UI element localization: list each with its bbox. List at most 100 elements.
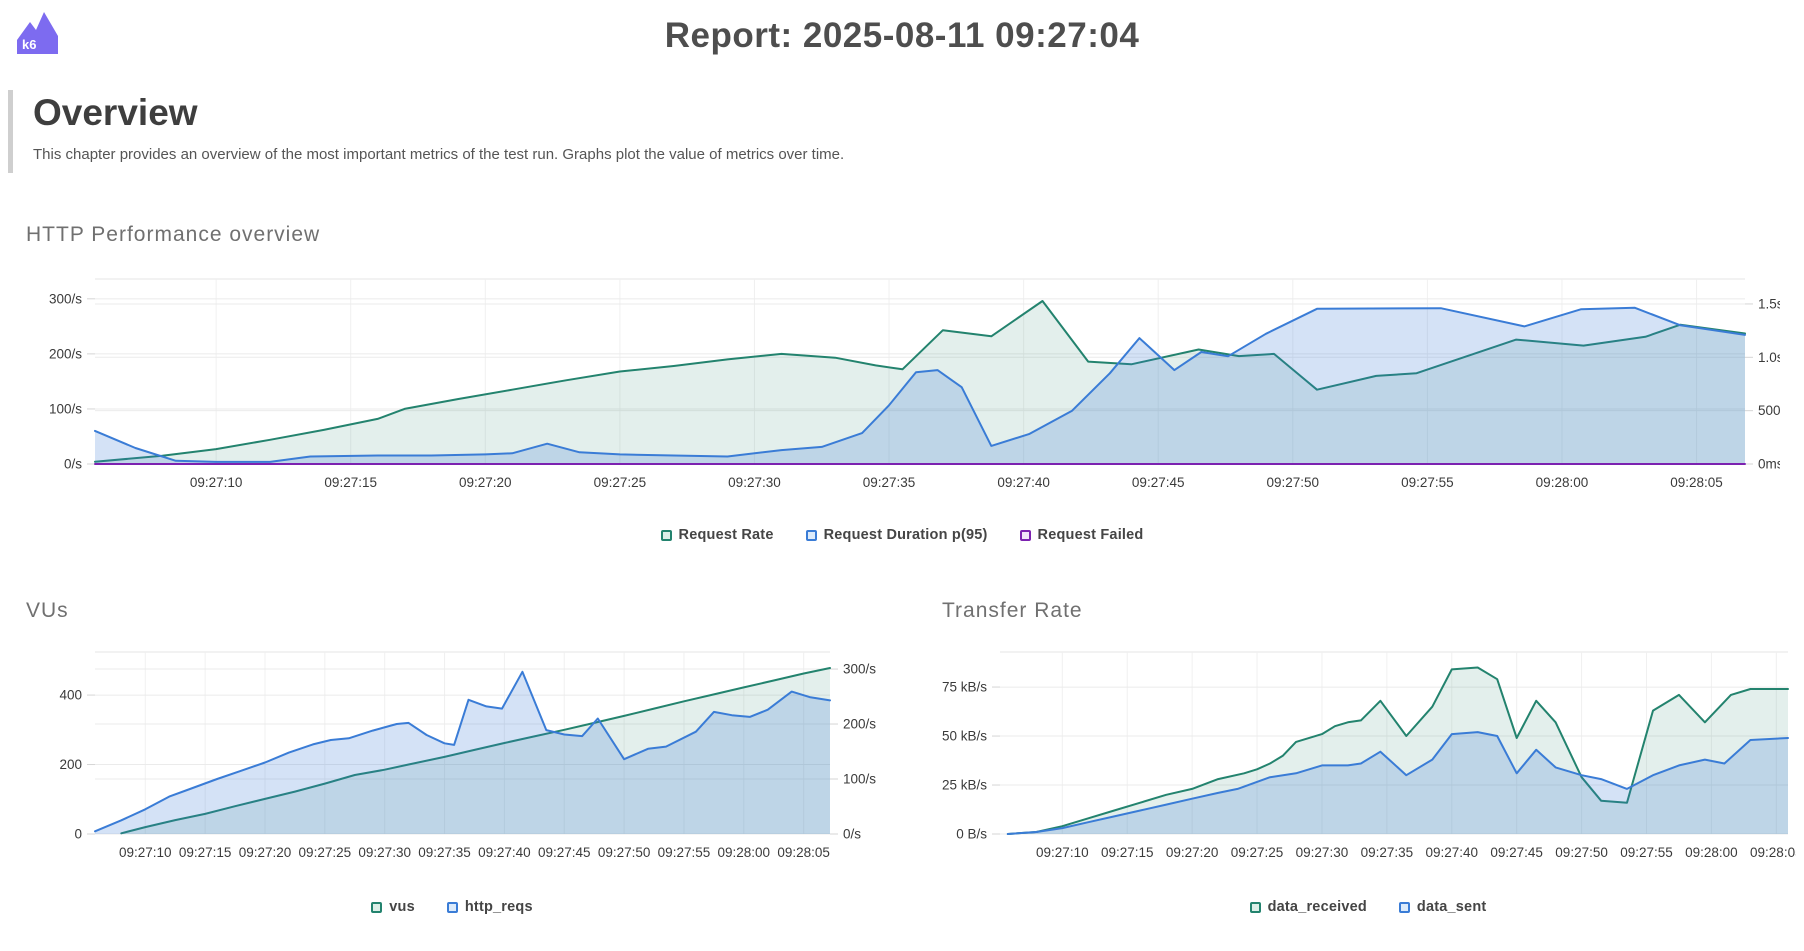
http-performance-legend: Request Rate Request Duration p(95) Reques… xyxy=(24,527,1780,543)
x-axis-tick-label: 09:27:15 xyxy=(324,475,377,490)
request-rate-area xyxy=(95,301,1745,464)
http-performance-plot[interactable]: 09:27:10 09:27:15 09:27:20 09:27:25 09:27:30… xyxy=(24,261,1780,511)
x-axis-tick-label: 09:27:30 xyxy=(358,845,411,860)
chart-title-vus: VUs xyxy=(26,599,69,622)
k6-logo: k6 xyxy=(17,12,58,54)
overview-heading: Overview xyxy=(33,92,198,133)
http-performance-svg: 09:27:10 09:27:15 09:27:20 09:27:25 09:27:30… xyxy=(49,278,1780,490)
chart-title-transfer-rate: Transfer Rate xyxy=(942,599,1083,622)
legend-item-http-reqs[interactable]: http_reqs xyxy=(446,899,533,915)
right-axis-tick-label: 300/s xyxy=(843,662,876,677)
data-sent-area xyxy=(1007,732,1788,834)
x-axis-tick-label: 09:27:45 xyxy=(1490,845,1543,860)
legend-item-data-received[interactable]: data_received xyxy=(1249,899,1367,915)
legend-label: Request Failed xyxy=(1037,527,1144,543)
legend-swatch-icon xyxy=(660,529,672,541)
right-axis-tick-label: 100/s xyxy=(843,772,876,787)
k6-logo-text: k6 xyxy=(22,37,36,52)
left-axis-tick-label: 300/s xyxy=(49,291,82,306)
legend-label: Request Rate xyxy=(678,527,774,543)
overview-description: This chapter provides an overview of the… xyxy=(33,146,845,163)
right-axis-tick-label: 0ms xyxy=(1758,457,1780,472)
right-axis-tick-label: 0/s xyxy=(843,827,861,842)
right-axis-tick-label: 1.0s xyxy=(1758,350,1780,365)
k6-logo-mountain xyxy=(17,12,58,54)
x-axis-tick-label: 09:27:50 xyxy=(1267,475,1320,490)
right-axis-tick-label: 200/s xyxy=(843,717,876,732)
x-axis-tick-label: 09:27:55 xyxy=(1620,845,1673,860)
x-axis-tick-label: 09:27:20 xyxy=(459,475,512,490)
vus-line xyxy=(120,667,831,835)
legend-item-data-sent[interactable]: data_sent xyxy=(1398,899,1487,915)
x-axis-tick-label: 09:27:20 xyxy=(1166,845,1219,860)
x-axis-tick-label: 09:27:35 xyxy=(1361,845,1414,860)
request-rate-line xyxy=(94,300,1746,463)
legend-label: vus xyxy=(389,899,415,915)
x-axis-tick-label: 09:27:40 xyxy=(478,845,531,860)
x-axis-tick-label: 09:27:10 xyxy=(1036,845,1089,860)
x-axis-tick-label: 09:27:35 xyxy=(863,475,916,490)
x-axis-tick-label: 09:27:40 xyxy=(997,475,1050,490)
legend-item-request-duration-p-95[interactable]: Request Duration p(95) xyxy=(805,527,988,543)
left-axis-tick-label: 0 xyxy=(74,827,82,842)
chart-vus: VUs 09:27:10 09:27:15 09:27:20 09:27:25 09:2… xyxy=(24,599,880,915)
chart-http-performance: HTTP Performance overview 09:27:10 09:27:… xyxy=(0,223,1804,543)
bottom-charts-row: VUs 09:27:10 09:27:15 09:27:20 09:27:25 09:2… xyxy=(0,599,1804,915)
right-axis-tick-label: 500ms xyxy=(1758,403,1780,418)
x-axis-tick-label: 09:27:35 xyxy=(418,845,471,860)
transfer-rate-legend: data_received data_sent xyxy=(940,899,1796,915)
legend-swatch-icon xyxy=(1398,901,1410,913)
x-axis-tick-label: 09:27:45 xyxy=(538,845,591,860)
chart-title-http-performance: HTTP Performance overview xyxy=(26,223,321,246)
x-axis-tick-label: 09:27:40 xyxy=(1425,845,1478,860)
x-axis-tick-label: 09:28:00 xyxy=(718,845,771,860)
request-duration-p-95-line xyxy=(94,306,1746,463)
left-axis-tick-label: 25 kB/s xyxy=(942,778,987,793)
x-axis-tick-label: 09:27:25 xyxy=(594,475,647,490)
x-axis-tick-label: 09:28:05 xyxy=(1670,475,1723,490)
http-reqs-line xyxy=(94,670,831,833)
legend-item-request-rate[interactable]: Request Rate xyxy=(660,527,774,543)
overview-section: Overview This chapter provides an overvi… xyxy=(8,90,1804,173)
transfer-rate-svg: 09:27:10 09:27:15 09:27:20 09:27:25 09:27:30… xyxy=(942,651,1796,860)
request-duration-p-95-area xyxy=(95,307,1745,464)
transfer-rate-plot[interactable]: 09:27:10 09:27:15 09:27:20 09:27:25 09:27:30… xyxy=(940,637,1796,883)
left-axis-tick-label: 200 xyxy=(59,757,82,772)
left-axis-tick-label: 75 kB/s xyxy=(942,680,987,695)
vus-legend: vus http_reqs xyxy=(24,899,880,915)
legend-swatch-icon xyxy=(1249,901,1261,913)
x-axis-tick-label: 09:27:30 xyxy=(1296,845,1349,860)
left-axis-tick-label: 50 kB/s xyxy=(942,729,987,744)
legend-label: data_received xyxy=(1267,899,1367,915)
legend-swatch-icon xyxy=(446,901,458,913)
x-axis-tick-label: 09:27:45 xyxy=(1132,475,1185,490)
left-axis-tick-label: 100/s xyxy=(49,401,82,416)
x-axis-tick-label: 09:28:00 xyxy=(1536,475,1589,490)
x-axis-tick-label: 09:27:15 xyxy=(179,845,232,860)
http-reqs-area xyxy=(95,671,830,834)
vus-plot[interactable]: 09:27:10 09:27:15 09:27:20 09:27:25 09:27:30… xyxy=(24,637,880,883)
x-axis-tick-label: 09:27:55 xyxy=(658,845,711,860)
x-axis-tick-label: 09:27:55 xyxy=(1401,475,1454,490)
left-axis-tick-label: 0/s xyxy=(64,457,82,472)
x-axis-tick-label: 09:27:50 xyxy=(1555,845,1608,860)
x-axis-tick-label: 09:27:10 xyxy=(119,845,172,860)
legend-label: data_sent xyxy=(1416,899,1487,915)
right-axis-tick-label: 1.5s xyxy=(1758,296,1780,311)
x-axis-tick-label: 09:28:00 xyxy=(1685,845,1738,860)
x-axis-tick-label: 09:27:15 xyxy=(1101,845,1154,860)
data-sent-line xyxy=(1006,731,1789,835)
legend-swatch-icon xyxy=(805,529,817,541)
legend-item-request-failed[interactable]: Request Failed xyxy=(1019,527,1144,543)
x-axis-tick-label: 09:27:30 xyxy=(728,475,781,490)
legend-swatch-icon xyxy=(371,901,383,913)
x-axis-tick-label: 09:28:05 xyxy=(1750,845,1796,860)
left-axis-tick-label: 200/s xyxy=(49,346,82,361)
page-title: Report: 2025-08-11 09:27:04 xyxy=(664,16,1140,55)
legend-item-vus[interactable]: vus xyxy=(371,899,415,915)
legend-label: Request Duration p(95) xyxy=(823,527,988,543)
x-axis-tick-label: 09:28:05 xyxy=(777,845,830,860)
x-axis-tick-label: 09:27:50 xyxy=(598,845,651,860)
x-axis-tick-label: 09:27:25 xyxy=(299,845,352,860)
vus-svg: 09:27:10 09:27:15 09:27:20 09:27:25 09:27:30… xyxy=(59,651,876,860)
